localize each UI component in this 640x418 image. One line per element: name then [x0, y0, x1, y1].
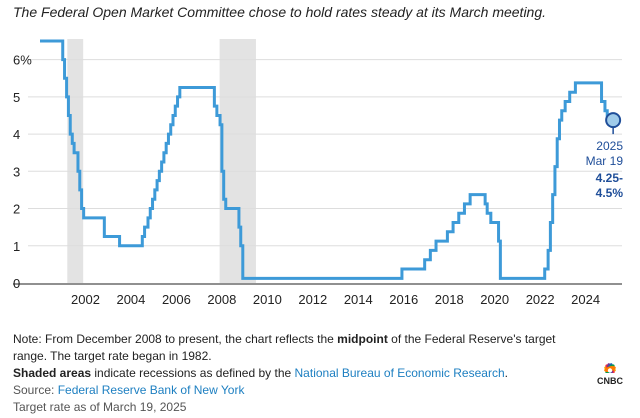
annotation-label: 4.5% [596, 186, 624, 200]
cnbc-logo: CNBC [597, 355, 623, 386]
note-line-2: range. The target rate began in 1982. [13, 349, 212, 363]
annotation-label: 2025 [596, 139, 623, 153]
date-note: Target rate as of March 19, 2025 [13, 400, 187, 414]
note-text-2: of the Federal Reserve's target [387, 332, 556, 346]
annotation-label: Mar 19 [586, 154, 624, 168]
y-tick-label: 2 [13, 202, 20, 217]
note-line-3: Shaded areas indicate recessions as defi… [13, 365, 613, 382]
x-tick-label: 2014 [344, 292, 373, 307]
rate-line [40, 39, 614, 280]
x-tick-label: 2008 [207, 292, 236, 307]
x-tick-label: 2006 [162, 292, 191, 307]
source-link[interactable]: Federal Reserve Bank of New York [57, 383, 245, 397]
peacock-icon [604, 363, 616, 375]
note-text-3: indicate recessions as defined by the [91, 366, 295, 380]
recession-shade [219, 39, 256, 283]
note-period: . [504, 366, 508, 380]
note-line-1: Note: From December 2008 to present, the… [13, 331, 613, 348]
nber-link[interactable]: National Bureau of Economic Research [294, 366, 505, 380]
y-tick-label: 4 [13, 127, 20, 142]
x-tick-label: 2012 [298, 292, 327, 307]
chart-subtitle: The Federal Open Market Committee chose … [13, 4, 547, 20]
chart-notes: Note: From December 2008 to present, the… [13, 331, 613, 416]
x-tick-label: 2024 [571, 292, 600, 307]
note-bold: midpoint [337, 332, 388, 346]
x-tick-label: 2002 [71, 292, 100, 307]
x-tick-label: 2010 [253, 292, 282, 307]
y-tick-label: 6% [13, 53, 32, 68]
y-tick-label: 3 [13, 164, 20, 179]
shaded-areas-label: Shaded areas [13, 366, 92, 380]
y-tick-label: 1 [13, 239, 20, 254]
rate-chart: 0123456%20022004200620082010201220142016… [13, 39, 624, 307]
annotation-label: 4.25- [596, 171, 623, 185]
recession-shade [67, 39, 84, 283]
source-line: Source: Federal Reserve Bank of New York [13, 382, 613, 399]
x-tick-label: 2022 [526, 292, 555, 307]
x-tick-label: 2018 [435, 292, 464, 307]
note-text: Note: From December 2008 to present, the… [13, 332, 338, 346]
x-tick-label: 2004 [116, 292, 145, 307]
x-tick-label: 2020 [480, 292, 509, 307]
source-label: Source: [13, 383, 58, 397]
y-tick-label: 5 [13, 90, 20, 105]
x-tick-label: 2016 [389, 292, 418, 307]
logo-text: CNBC [597, 376, 623, 386]
current-rate-marker [605, 112, 622, 129]
